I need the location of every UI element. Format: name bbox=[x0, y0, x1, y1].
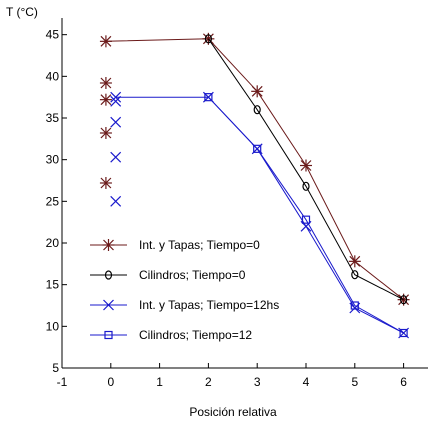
data-point bbox=[204, 34, 212, 44]
data-point bbox=[300, 159, 312, 172]
data-point bbox=[204, 93, 213, 102]
y-axis-label: T (°C) bbox=[6, 5, 38, 19]
y-tick-label: 15 bbox=[46, 278, 60, 292]
data-point bbox=[302, 181, 310, 191]
data-point bbox=[99, 93, 112, 106]
legend-label: Cilindros; Tiempo=0 bbox=[139, 268, 246, 282]
x-tick-label: -1 bbox=[57, 375, 68, 389]
legend-marker bbox=[102, 239, 115, 251]
data-point bbox=[99, 35, 112, 48]
data-point bbox=[110, 195, 122, 207]
data-point bbox=[400, 295, 408, 305]
data-point bbox=[110, 116, 122, 128]
legend-marker bbox=[104, 330, 113, 340]
x-axis-label: Posición relativa bbox=[189, 405, 277, 419]
series-line bbox=[208, 96, 404, 334]
data-point bbox=[253, 105, 261, 115]
data-point bbox=[350, 301, 359, 310]
x-tick-label: 6 bbox=[400, 375, 407, 389]
series-line bbox=[115, 96, 404, 334]
y-tick-label: 30 bbox=[46, 153, 60, 167]
y-tick-label: 45 bbox=[46, 28, 60, 42]
legend-label: Int. y Tapas; Tiempo=12hs bbox=[139, 298, 279, 312]
data-point bbox=[110, 151, 122, 163]
y-tick-label: 20 bbox=[46, 236, 60, 250]
data-point bbox=[99, 127, 112, 139]
legend-marker bbox=[104, 270, 113, 280]
y-tick-label: 10 bbox=[46, 319, 60, 333]
legend-label: Int. y Tapas; Tiempo=0 bbox=[139, 238, 260, 252]
y-tick-label: 40 bbox=[46, 69, 60, 83]
series-2 bbox=[204, 34, 408, 305]
x-tick-label: 5 bbox=[351, 375, 358, 389]
data-point bbox=[351, 270, 359, 280]
x-tick-label: 3 bbox=[254, 375, 261, 389]
x-tick-label: 0 bbox=[107, 375, 114, 389]
legend-entry: Cilindros; Tiempo=0 bbox=[90, 268, 246, 282]
data-point bbox=[348, 255, 361, 268]
legend-entry: Int. y Tapas; Tiempo=12hs bbox=[90, 298, 279, 312]
data-point bbox=[253, 144, 262, 153]
y-tick-label: 5 bbox=[52, 361, 59, 375]
data-point bbox=[301, 215, 311, 224]
data-point bbox=[110, 95, 122, 107]
series-layer bbox=[99, 32, 410, 339]
legend-label: Cilindros; Tiempo=12 bbox=[139, 328, 252, 342]
x-tick-label: 2 bbox=[205, 375, 212, 389]
data-point bbox=[251, 85, 264, 98]
y-tick-label: 25 bbox=[46, 194, 60, 208]
x-tick-label: 1 bbox=[156, 375, 163, 389]
legend-entry: Int. y Tapas; Tiempo=0 bbox=[90, 238, 260, 252]
series-line bbox=[207, 38, 404, 301]
data-point bbox=[110, 91, 122, 103]
legend-entry: Cilindros; Tiempo=12 bbox=[90, 328, 252, 342]
series-1 bbox=[99, 32, 410, 306]
data-point bbox=[99, 177, 112, 189]
legend: Int. y Tapas; Tiempo=0 Cilindros; Tiempo=… bbox=[90, 238, 279, 342]
data-point bbox=[99, 77, 112, 89]
series-line bbox=[105, 38, 404, 301]
y-tick-label: 35 bbox=[46, 111, 60, 125]
legend-marker bbox=[103, 299, 114, 311]
series-4 bbox=[204, 93, 408, 338]
data-point bbox=[399, 328, 408, 338]
x-tick-label: 4 bbox=[303, 375, 310, 389]
